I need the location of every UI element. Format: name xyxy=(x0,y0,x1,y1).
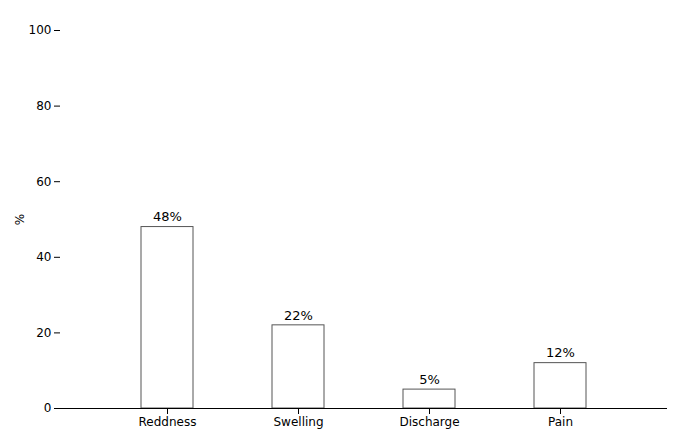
svg-text:Swelling: Swelling xyxy=(273,415,323,429)
svg-text:100: 100 xyxy=(29,23,52,37)
svg-text:22%: 22% xyxy=(284,308,313,323)
svg-text:Reddness: Reddness xyxy=(139,415,197,429)
svg-text:%: % xyxy=(13,214,27,225)
svg-text:12%: 12% xyxy=(546,345,575,360)
svg-text:40: 40 xyxy=(36,250,51,264)
svg-text:20: 20 xyxy=(36,326,51,340)
svg-text:80: 80 xyxy=(36,99,51,113)
svg-text:60: 60 xyxy=(36,175,51,189)
svg-text:5%: 5% xyxy=(419,372,440,387)
svg-text:0: 0 xyxy=(44,401,52,415)
svg-text:48%: 48% xyxy=(153,209,182,224)
svg-text:Pain: Pain xyxy=(548,415,573,429)
svg-text:Discharge: Discharge xyxy=(399,415,459,429)
